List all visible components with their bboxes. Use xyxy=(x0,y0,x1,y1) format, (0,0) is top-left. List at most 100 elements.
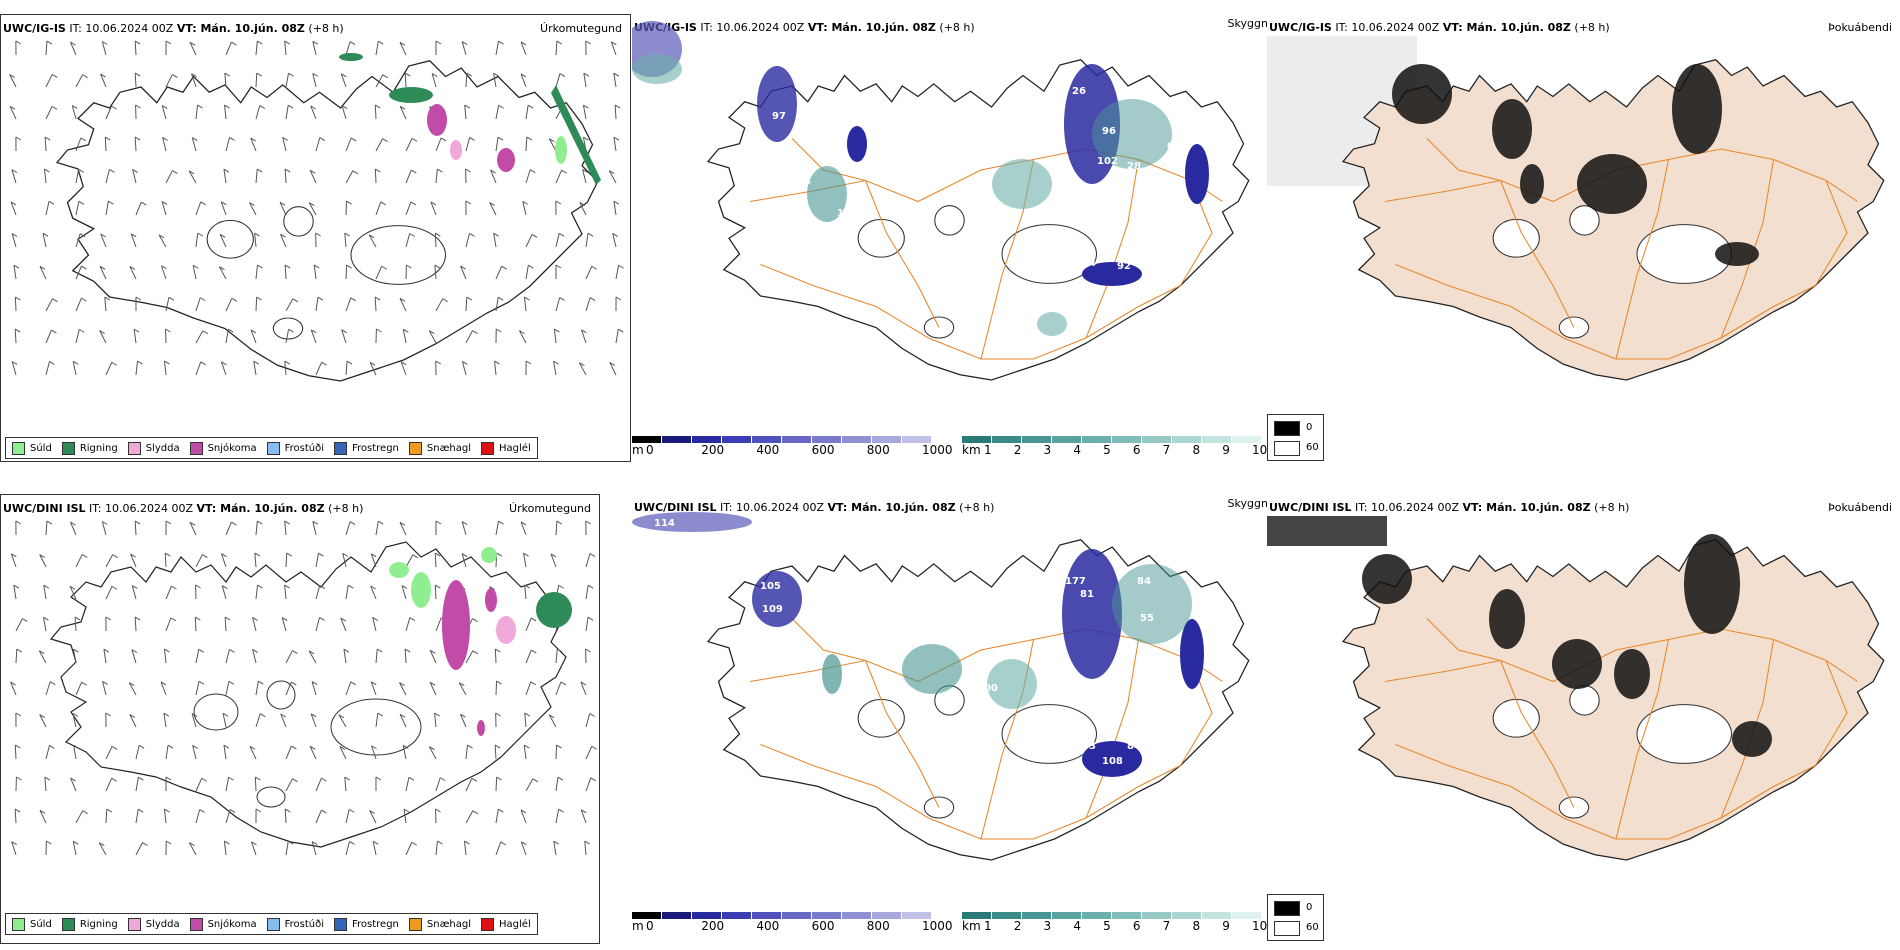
wind-barb-flag xyxy=(378,40,384,45)
wind-barb-flag xyxy=(614,104,621,109)
wind-barb-flag xyxy=(195,616,201,621)
wind-barb-flag xyxy=(584,840,591,845)
wind-barb-flag xyxy=(308,650,315,655)
colorbar-tick: 10 xyxy=(1252,443,1268,457)
colorbar-cell xyxy=(632,436,662,443)
wind-barb-flag xyxy=(165,40,172,45)
wind-barb-flag xyxy=(472,330,478,335)
wind-barb-flag xyxy=(464,104,470,109)
wind-barb-flag xyxy=(496,680,502,685)
wind-barb xyxy=(315,361,323,376)
cloud-base-values: 114 105 109 177 81 84 55 84 108 33 200 2… xyxy=(654,518,1154,767)
wind-barb-flag xyxy=(284,584,290,589)
wind-barb-flag xyxy=(494,744,501,749)
wind-barb xyxy=(609,362,617,376)
wind-barb-flag xyxy=(258,680,264,685)
wind-barb-flag xyxy=(82,74,88,79)
wind-barb xyxy=(315,585,321,600)
legend-swatch xyxy=(266,917,280,931)
wind-barb-flag xyxy=(464,840,470,845)
wind-barb-flag xyxy=(352,170,359,175)
wind-barb xyxy=(165,170,173,184)
wind-barb xyxy=(608,170,617,184)
wind-barb xyxy=(11,361,17,376)
wind-barb-flag xyxy=(435,360,442,365)
wind-barb xyxy=(130,233,137,248)
wind-barb xyxy=(405,169,412,184)
wind-barb-flag xyxy=(102,521,108,525)
svg-text:84: 84 xyxy=(1127,741,1141,752)
wind-barb-flag xyxy=(80,137,87,142)
legend-label: Rigning xyxy=(79,442,118,454)
wind-barb xyxy=(69,586,77,600)
legend-label: Snæhagl xyxy=(426,918,472,930)
wind-barb-flag xyxy=(102,41,108,45)
wind-barb xyxy=(405,554,414,568)
wind-barb-flag xyxy=(42,232,49,237)
wind-barb xyxy=(221,585,227,600)
colorbar-cell xyxy=(1052,436,1082,443)
wind-barb-flag xyxy=(78,200,85,205)
wind-barb-flag xyxy=(51,329,57,334)
wind-barb-flag xyxy=(81,297,87,302)
wind-barb xyxy=(555,169,563,184)
wind-barb xyxy=(135,745,140,760)
wind-barb xyxy=(584,841,587,856)
panel-title: UWC/IG-IS IT: 10.06.2024 00Z VT: Mán. 10… xyxy=(1269,21,1610,34)
wind-barb-flag xyxy=(9,74,15,78)
wind-barb xyxy=(345,297,352,312)
wind-barb xyxy=(225,521,232,536)
wind-barb-flag xyxy=(111,777,117,782)
wind-barb-flag xyxy=(191,73,197,78)
wind-barb xyxy=(45,40,48,56)
wind-barb xyxy=(195,649,200,664)
wind-barb-flag xyxy=(137,360,143,365)
wind-barb-flag xyxy=(377,712,384,717)
fog-legend-bottom: 60 xyxy=(1306,922,1319,933)
legend-label: Slydda xyxy=(145,442,180,454)
wind-barb xyxy=(224,616,227,632)
wind-barb xyxy=(105,586,113,600)
wind-barb xyxy=(520,41,527,56)
wind-barb-flag xyxy=(191,713,198,717)
wind-barb-flag xyxy=(522,200,529,205)
wind-barb xyxy=(9,106,17,120)
wind-barb-flag xyxy=(250,329,257,334)
wind-barb-flag xyxy=(279,201,286,206)
wind-barb-flag xyxy=(556,40,563,45)
wind-barb xyxy=(255,296,258,312)
fog-swatch-top xyxy=(1274,901,1300,916)
wind-barb-flag xyxy=(399,521,406,526)
wind-barb xyxy=(339,746,347,760)
wind-barb xyxy=(100,233,107,248)
wind-barb-flag xyxy=(521,841,527,846)
wind-barb xyxy=(13,585,17,600)
wind-barb xyxy=(285,105,289,120)
wind-barb-flag xyxy=(437,168,443,173)
wind-barb xyxy=(340,617,347,632)
wind-barb xyxy=(282,137,287,152)
wind-barb xyxy=(489,202,497,216)
wind-barb xyxy=(224,73,227,88)
wind-barb-flag xyxy=(496,552,502,557)
wind-barb-flag xyxy=(73,840,79,845)
wind-barb-flag xyxy=(201,777,208,782)
wind-barb-flag xyxy=(46,40,53,45)
wind-barb-flag xyxy=(404,648,411,653)
wind-barb-flag xyxy=(292,650,298,654)
wind-barb-flag xyxy=(70,777,76,782)
wind-barb-flag xyxy=(134,136,141,141)
wind-barb xyxy=(255,521,258,536)
wind-barb-flag xyxy=(440,137,447,142)
wind-barb xyxy=(374,296,377,312)
wind-barb xyxy=(520,521,527,536)
wind-barb-flag xyxy=(523,552,529,557)
colorbar-tick: 4 xyxy=(1073,443,1081,457)
wind-barb xyxy=(134,40,137,56)
legend-label: Rigning xyxy=(79,918,118,930)
wind-barb-flag xyxy=(202,330,209,335)
wind-barb xyxy=(10,553,17,568)
colorbar-cell xyxy=(722,912,752,919)
wind-barb xyxy=(345,809,350,824)
wind-barb xyxy=(405,777,410,792)
